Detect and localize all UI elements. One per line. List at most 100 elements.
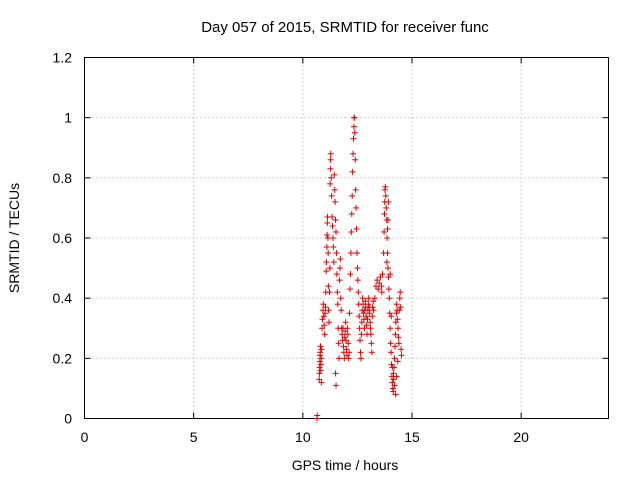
data-point [327,180,334,187]
plot-frame [84,57,609,419]
data-point [330,244,337,251]
data-point [386,310,393,317]
data-point [383,204,390,211]
chart-title: Day 057 of 2015, SRMTID for receiver fun… [201,19,489,36]
data-point [323,268,330,275]
data-point [350,150,357,157]
data-point [370,298,377,305]
data-point [387,271,394,278]
y-tick-label: 0.6 [53,230,73,246]
data-point [328,174,335,181]
data-point [381,210,388,217]
data-point [386,295,393,302]
data-point [323,259,330,266]
x-tick-label: 0 [81,429,89,445]
data-point [378,289,385,296]
data-point [392,319,399,326]
data-point [342,319,349,326]
data-point [326,289,333,296]
data-point [332,198,339,205]
data-point [384,225,391,232]
x-tick-label: 15 [404,429,420,445]
data-point [390,376,397,383]
data-point [337,295,344,302]
data-point [347,271,354,278]
data-point [332,370,339,377]
axis-ticks: 0 5 10 15 20 0 0.2 0.4 0.6 0.8 1 1.2 [53,50,609,445]
data-point [331,171,338,178]
data-point [398,352,405,359]
data-point [346,310,353,317]
data-point [365,301,372,308]
data-point [349,192,356,199]
data-point [346,349,353,356]
data-point [385,274,392,281]
data-point [344,331,351,338]
data-point [350,123,357,130]
data-point [345,355,352,362]
data-point [378,283,385,290]
data-point [334,289,341,296]
data-point [325,250,332,257]
data-point [388,313,395,320]
data-point [362,298,369,305]
data-point [344,325,351,332]
data-point [384,250,391,257]
data-point [391,355,398,362]
data-point [390,388,397,395]
data-point [384,265,391,272]
data-point [351,114,358,121]
data-point [333,382,340,389]
data-point [319,316,326,323]
data-point [329,235,336,241]
data-point [382,192,389,199]
data-point [352,156,359,163]
data-point [343,337,350,344]
data-point [335,340,342,347]
x-axis-label: GPS time / hours [292,457,399,473]
data-point [391,382,398,389]
data-point [368,340,375,347]
data-point [379,271,386,278]
data-point [334,301,341,308]
data-point [355,289,362,296]
data-point [326,265,333,272]
data-point [316,370,323,377]
data-point [319,307,326,314]
data-point [317,343,324,350]
grid-lines [84,57,609,419]
y-tick-label: 1 [64,110,72,126]
data-point [324,231,331,238]
y-tick-label: 0 [64,411,72,427]
data-point [396,295,403,302]
data-point [353,225,360,232]
data-point [357,349,364,356]
data-point [333,228,340,235]
data-point [371,295,378,302]
data-point [377,274,384,281]
data-point [385,198,392,205]
data-point [321,322,328,329]
data-point [346,286,353,293]
y-tick-label: 0.8 [53,170,73,186]
data-point [326,319,333,326]
data-point [365,295,372,302]
data-point [387,340,394,347]
data-point [318,379,325,386]
data-point [324,219,331,226]
data-point [347,250,354,257]
data-point [397,304,404,311]
data-points [314,114,405,422]
data-point [394,316,401,323]
data-point [331,186,338,193]
data-point [372,283,379,290]
data-point [390,370,397,377]
data-point [351,129,358,136]
data-point [328,192,335,199]
data-point [359,295,366,302]
data-point [350,135,357,142]
data-point [345,340,352,347]
data-point [360,301,367,308]
data-point [367,319,374,326]
